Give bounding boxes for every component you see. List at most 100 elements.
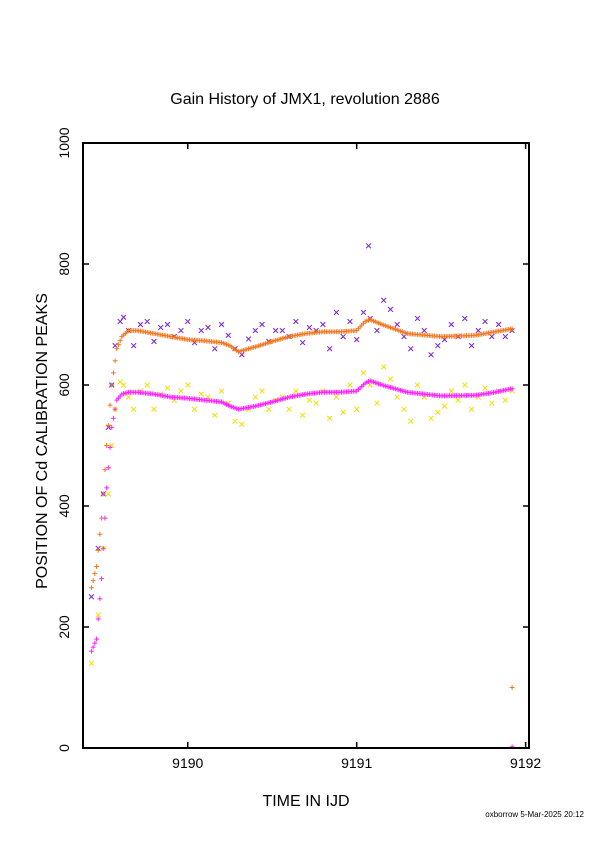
series-1-point	[414, 382, 421, 388]
series-0-point	[407, 345, 414, 352]
series-0-point	[482, 318, 488, 325]
series-0-point	[117, 318, 123, 325]
series-1-point	[374, 400, 380, 406]
series-1-point	[151, 406, 157, 412]
series-0-point	[218, 321, 225, 328]
series-3-point	[89, 648, 94, 654]
series-1-point	[120, 382, 127, 388]
series-1-point	[178, 388, 184, 394]
series-0-point	[184, 318, 191, 325]
series-0-point	[374, 327, 380, 334]
x-tick-label: 9191	[341, 755, 372, 771]
series-0-point	[144, 318, 150, 325]
series-1-point	[441, 403, 448, 409]
series-2-point	[100, 491, 106, 497]
series-2-point	[112, 358, 118, 364]
series-1-point	[252, 394, 259, 400]
series-1-point	[353, 406, 360, 412]
series-0-point	[502, 333, 509, 340]
series-2-point	[102, 467, 108, 473]
series-0-point	[428, 351, 434, 358]
x-axis-label: TIME IN IJD	[262, 793, 349, 810]
series-0-point	[157, 324, 164, 331]
series-3-point	[112, 406, 118, 412]
series-1-point	[347, 382, 353, 388]
series-1-point	[448, 388, 455, 394]
series-3-point	[104, 485, 110, 491]
series-1-point	[387, 376, 394, 382]
series-0-point	[299, 339, 306, 346]
series-1-point	[468, 406, 475, 412]
series-1-point	[306, 397, 313, 403]
series-3-point	[102, 515, 108, 521]
series-3-point	[111, 415, 116, 421]
y-tick-label: 400	[56, 494, 72, 518]
y-tick-label: 200	[56, 615, 72, 639]
series-2-point	[114, 346, 120, 352]
outlier-point	[365, 243, 372, 249]
series-1-point	[239, 421, 245, 428]
series-2-point	[117, 338, 123, 344]
x-axis: 9190 9191 9192	[172, 143, 541, 771]
series-0-point	[448, 321, 455, 328]
series-0-point	[495, 321, 502, 328]
series-0-point	[120, 314, 127, 320]
y-axis: 0 200 400 600 800 1000	[56, 127, 529, 752]
series-0-point	[380, 297, 387, 304]
series-1-point	[286, 406, 292, 412]
series-0-point	[435, 342, 441, 349]
series-1-point	[313, 400, 319, 406]
y-tick-label: 1000	[56, 127, 72, 158]
series-2-point	[104, 443, 110, 448]
series-1-point	[164, 385, 171, 391]
series-3-point	[105, 465, 111, 471]
series-2-point	[116, 342, 121, 348]
series-0-point	[340, 333, 346, 340]
series-3-point	[99, 576, 104, 581]
series-0-point	[205, 324, 211, 331]
series-2-point	[94, 564, 99, 569]
series-1-point	[144, 382, 150, 388]
series-0-point	[198, 327, 205, 334]
series-1-point	[299, 412, 306, 419]
series-0-point	[151, 338, 157, 345]
series-1-point	[212, 412, 218, 419]
y-tick-label: 600	[56, 373, 72, 397]
series-1-point	[266, 406, 272, 412]
outlier-point	[509, 685, 515, 690]
series-3-point	[95, 616, 101, 622]
series-0-point	[320, 321, 326, 328]
series-0-point	[394, 321, 400, 328]
series-2-point	[90, 578, 96, 584]
series-3-point	[107, 445, 113, 450]
series-0-point	[272, 327, 279, 334]
series-0-point	[293, 318, 299, 325]
y-axis-label: POSITION OF Cd CALIBRATION PEAKS	[34, 293, 51, 589]
series-2-point	[97, 531, 103, 537]
series-0-point	[137, 321, 144, 328]
series-0-point	[462, 315, 468, 322]
series-1-point	[401, 406, 407, 412]
series-0-point	[387, 306, 394, 313]
series-3-point	[92, 640, 98, 646]
series-0-point	[130, 342, 137, 349]
plot-marks	[88, 243, 515, 750]
series-3-point	[97, 596, 103, 602]
series-1-point	[380, 364, 387, 370]
series-0-point	[306, 324, 313, 331]
series-0-point	[252, 327, 259, 334]
series-0-point	[88, 593, 95, 600]
chart-title: Gain History of JMX1, revolution 2886	[170, 91, 440, 108]
series-0-point	[225, 332, 232, 339]
series-0-point	[164, 321, 171, 328]
series-1-point	[340, 409, 346, 415]
series-1-point	[125, 394, 132, 400]
series-3-point	[109, 424, 115, 430]
series-2-point	[107, 402, 113, 408]
series-0-point	[212, 345, 218, 352]
series-2-point	[109, 382, 115, 388]
series-2-point	[92, 571, 98, 576]
series-1-point	[184, 382, 191, 388]
series-1-point	[455, 397, 461, 403]
